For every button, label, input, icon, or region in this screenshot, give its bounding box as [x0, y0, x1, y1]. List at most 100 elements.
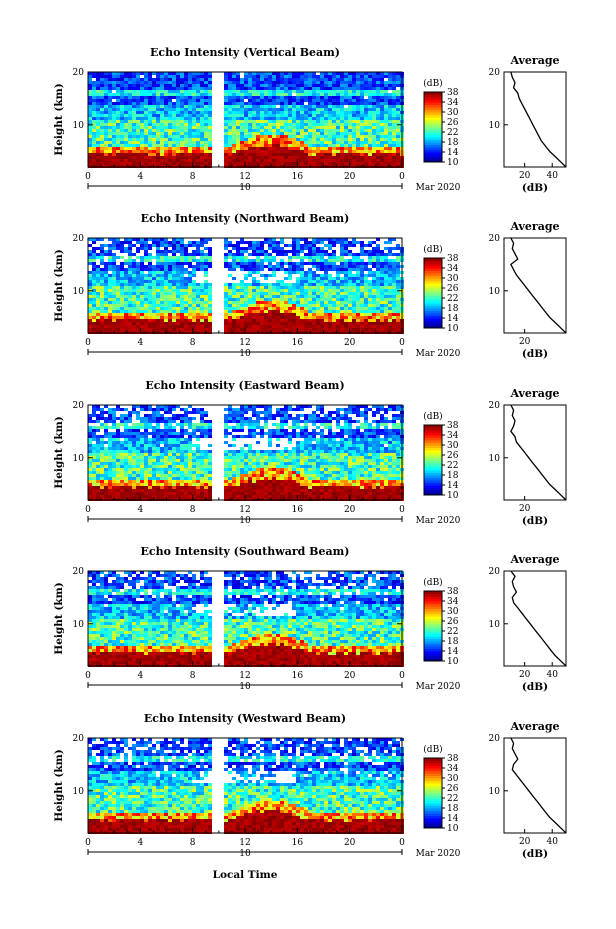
colorbar-segment [424, 315, 442, 319]
colorbar-tick-label: 10 [447, 324, 459, 334]
colorbar-tick-label: 34 [447, 597, 459, 607]
average-y-tick-label: 20 [489, 734, 501, 744]
colorbar-segment [424, 788, 442, 791]
colorbar-segment [424, 758, 442, 761]
colorbar-segment [424, 152, 442, 155]
colorbar-segment [424, 313, 442, 316]
day-label: 10 [239, 849, 251, 859]
day-label: 10 [239, 682, 251, 692]
colorbar-segment [424, 646, 442, 649]
colorbar-segment [424, 825, 442, 829]
colorbar-segment [424, 137, 442, 140]
colorbar-segment [424, 129, 442, 133]
average-profile-line [510, 737, 567, 834]
colorbar-tick-label: 30 [447, 274, 459, 284]
colorbar-segment [424, 265, 442, 269]
colorbar-segment [424, 616, 442, 619]
colorbar-segment [424, 793, 442, 796]
colorbar-segment [424, 490, 442, 493]
colorbar-tick-label: 26 [447, 617, 459, 627]
colorbar-segment [424, 465, 442, 468]
average-profile-line [510, 570, 567, 667]
colorbar-tick-label: 26 [447, 451, 459, 461]
x-tick-label: 12 [239, 172, 250, 182]
colorbar-segment [424, 820, 442, 824]
colorbar-segment [424, 425, 442, 428]
colorbar-segment [424, 785, 442, 789]
colorbar-segment [424, 288, 442, 291]
colorbar-segment [424, 268, 442, 271]
colorbar-segment [424, 432, 442, 436]
x-tick-label: 0 [399, 671, 405, 681]
colorbar-segment [424, 325, 442, 329]
colorbar-segment [424, 124, 442, 128]
y-tick-label: 20 [73, 567, 85, 577]
colorbar-tick-label: 30 [447, 607, 459, 617]
average-profile-line [510, 237, 567, 334]
colorbar-tick-label: 34 [447, 764, 459, 774]
y-tick-label: 20 [73, 401, 85, 411]
average-y-tick-label: 20 [489, 234, 501, 244]
colorbar-segment [424, 653, 442, 657]
colorbar-label: (dB) [423, 244, 442, 255]
colorbar-segment [424, 127, 442, 130]
colorbar-segment [424, 275, 442, 279]
colorbar-segment [424, 303, 442, 306]
colorbar-segment [424, 442, 442, 446]
panel-title: Echo Intensity (Vertical Beam) [150, 46, 340, 59]
colorbar-segment [424, 435, 442, 438]
colorbar-segment [424, 305, 442, 309]
colorbar-segment [424, 310, 442, 314]
colorbar-segment [424, 278, 442, 281]
colorbar-segment [424, 290, 442, 294]
colorbar-segment [424, 99, 442, 103]
average-frame [503, 237, 567, 334]
colorbar-segment [424, 112, 442, 115]
colorbar-tick-label: 18 [447, 471, 459, 481]
y-axis-label: Height (km) [53, 582, 65, 654]
colorbar-segment [424, 636, 442, 639]
average-title: Average [509, 720, 559, 733]
colorbar-segment [424, 114, 442, 118]
colorbar-segment [424, 440, 442, 443]
y-tick-label: 20 [73, 234, 85, 244]
colorbar-tick-label: 14 [447, 481, 459, 491]
heatmap-raster [88, 405, 404, 501]
colorbar-segment [424, 132, 442, 135]
colorbar-segment [424, 596, 442, 599]
colorbar-segment [424, 808, 442, 811]
colorbar-segment [424, 107, 442, 110]
x-tick-label: 12 [239, 838, 250, 848]
date-label: Mar 2020 [416, 183, 461, 193]
colorbar-tick-label: 30 [447, 441, 459, 451]
colorbar-tick-label: 30 [447, 774, 459, 784]
colorbar-segment [424, 144, 442, 148]
colorbar-segment [424, 631, 442, 634]
y-axis-label: Height (km) [53, 416, 65, 488]
x-tick-label: 0 [85, 838, 91, 848]
x-tick-label: 0 [85, 671, 91, 681]
colorbar-segment [424, 119, 442, 123]
colorbar-segment [424, 280, 442, 284]
colorbar-tick-label: 18 [447, 304, 459, 314]
colorbar-segment [424, 633, 442, 637]
date-label: Mar 2020 [416, 349, 461, 359]
x-tick-label: 20 [344, 838, 356, 848]
colorbar-segment [424, 273, 442, 276]
average-x-label: (dB) [522, 515, 548, 527]
colorbar-segment [424, 628, 442, 632]
colorbar-segment [424, 308, 442, 311]
colorbar-tick-label: 34 [447, 264, 459, 274]
colorbar-segment [424, 467, 442, 471]
colorbar-label: (dB) [423, 78, 442, 89]
colorbar-segment [424, 643, 442, 647]
colorbar-segment [424, 783, 442, 786]
colorbar-segment [424, 293, 442, 296]
x-tick-label: 4 [137, 338, 143, 348]
panel-1: Echo Intensity (Vertical Beam) 20 10 Height… [53, 46, 567, 194]
x-tick-label: 0 [85, 172, 91, 182]
colorbar-tick-label: 14 [447, 314, 459, 324]
colorbar-segment [424, 613, 442, 617]
panel-title: Echo Intensity (Southward Beam) [141, 545, 350, 558]
colorbar-segment [424, 765, 442, 769]
